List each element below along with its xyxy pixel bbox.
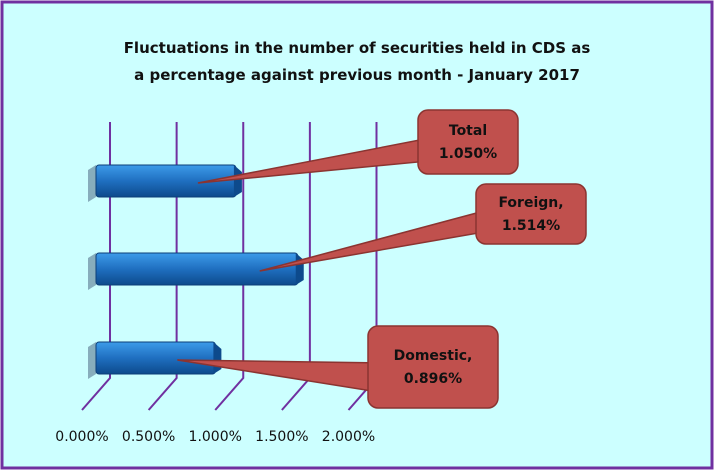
bar [95,341,216,375]
grid-line [147,122,178,411]
chart-title: Fluctuations in the number of securities… [124,39,591,84]
bar-shadow [88,165,96,202]
x-tick-label: 1.000% [189,429,242,445]
callout-category: Domestic, [394,348,473,364]
data-label: 1.514% [502,218,560,234]
bar-shadow [88,253,96,290]
callout-category: Foreign, [498,195,563,211]
callout-box [417,109,519,175]
bar-shadow [88,342,96,379]
x-tick-label: 0.500% [122,429,175,445]
bar-end [233,165,242,197]
data-label: 1.050% [439,146,497,162]
callout-category: Total [449,123,487,139]
x-tick-label: 2.000% [322,429,375,445]
grid-line [81,122,111,411]
grid-line [214,122,245,411]
callout-box [367,325,499,409]
callout-box [475,183,587,245]
x-tick-label: 0.000% [55,429,108,445]
data-label: 0.896% [404,371,462,387]
x-tick-label: 1.500% [255,429,308,445]
